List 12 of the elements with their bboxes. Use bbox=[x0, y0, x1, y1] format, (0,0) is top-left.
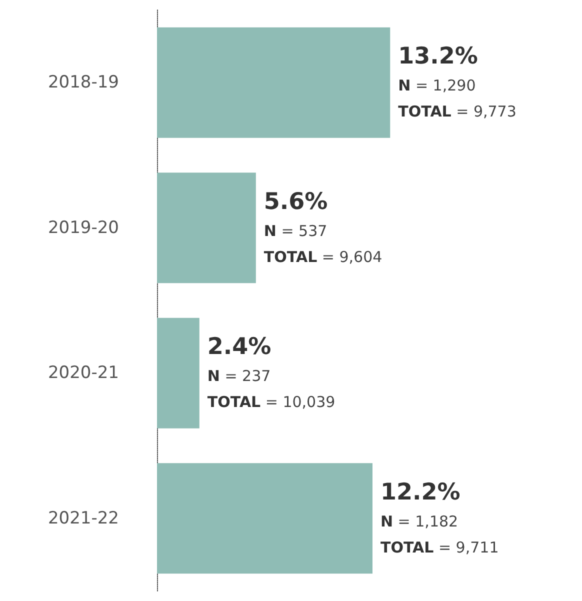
data-label: 2.4% N = 237 TOTAL = 10,039 bbox=[207, 334, 336, 412]
data-label: 5.6% N = 537 TOTAL = 9,604 bbox=[264, 188, 382, 266]
bar bbox=[157, 172, 256, 284]
bar bbox=[157, 318, 200, 428]
data-label: 12.2% N = 1,182 TOTAL = 9,711 bbox=[380, 479, 499, 556]
bar bbox=[157, 463, 372, 574]
y-tick-label: 2018-19 bbox=[48, 72, 119, 93]
bar bbox=[157, 27, 390, 138]
y-tick-label: 2019-20 bbox=[48, 218, 119, 238]
y-tick-label: 2021-22 bbox=[48, 508, 119, 528]
y-tick-label: 2020-21 bbox=[48, 363, 119, 384]
data-label: 13.2% N = 1,290 TOTAL = 9,773 bbox=[398, 44, 516, 121]
